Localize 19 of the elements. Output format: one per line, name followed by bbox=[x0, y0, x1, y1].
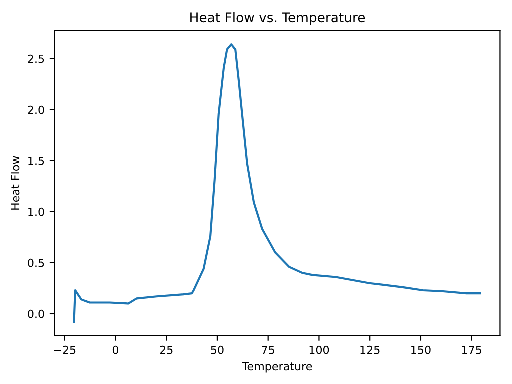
line-series bbox=[73, 44, 482, 324]
chart-title: Heat Flow vs. Temperature bbox=[190, 12, 366, 26]
x-tick-label: 25 bbox=[160, 346, 173, 354]
x-tick-label: 100 bbox=[310, 346, 330, 354]
y-tick-label: 0.0 bbox=[28, 310, 44, 318]
y-tick-label: 1.0 bbox=[28, 208, 44, 216]
x-tick-label: −25 bbox=[54, 346, 76, 354]
x-tick-label: 0 bbox=[112, 346, 119, 354]
x-tick-label: 50 bbox=[211, 346, 224, 354]
x-axis-title: Temperature bbox=[242, 362, 312, 373]
y-tick-label: 2.0 bbox=[28, 106, 44, 114]
y-tick-label: 2.5 bbox=[28, 54, 44, 64]
y-tick-label: 0.5 bbox=[28, 258, 44, 268]
x-tick-label: 150 bbox=[412, 346, 431, 354]
x-tick-label: 75 bbox=[262, 346, 274, 354]
y-tick-label: 1.5 bbox=[28, 157, 44, 166]
x-tick-label: 175 bbox=[462, 346, 482, 354]
y-axis-title: Heat Flow bbox=[11, 156, 20, 210]
x-tick-label: 125 bbox=[360, 346, 380, 354]
